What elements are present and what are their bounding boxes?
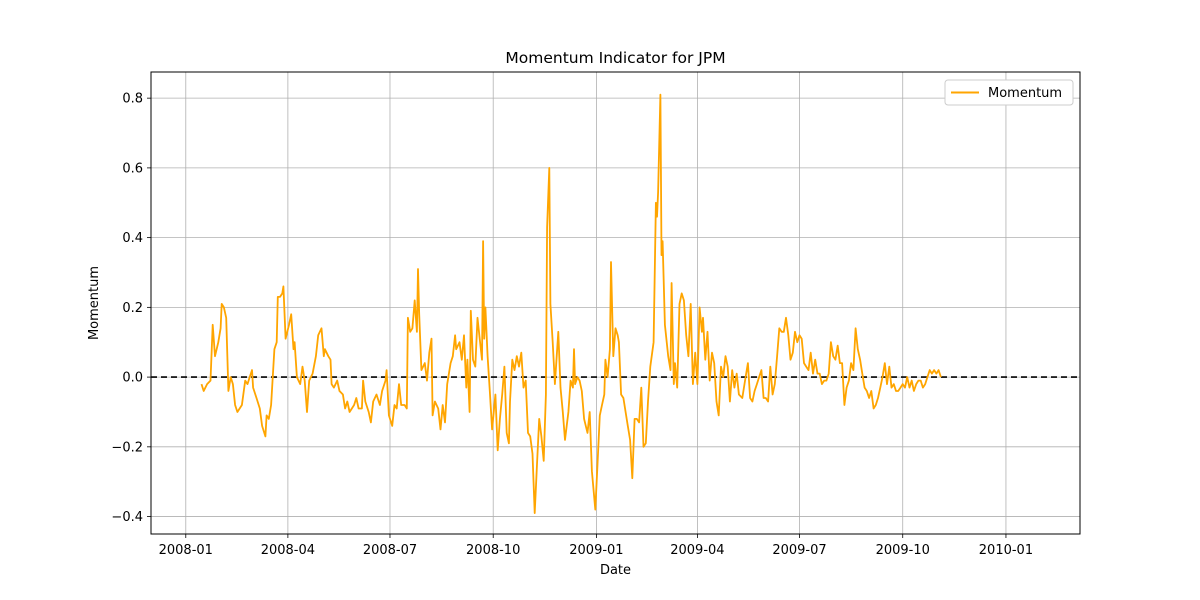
y-tick-label: −0.4 bbox=[111, 510, 143, 525]
y-tick-label: 0.0 bbox=[122, 371, 143, 386]
y-tick-label: 0.4 bbox=[122, 231, 143, 246]
chart-title: Momentum Indicator for JPM bbox=[505, 49, 725, 67]
series-layer bbox=[202, 95, 941, 513]
y-tick-label: 0.8 bbox=[122, 92, 143, 107]
x-tick-label: 2010-01 bbox=[979, 543, 1033, 558]
y-tick-label: −0.2 bbox=[111, 440, 143, 455]
axis-ticks: 2008-01 2008-04 2008-07 2008-10 2009-01 2009-… bbox=[111, 92, 1033, 558]
x-axis-title: Date bbox=[600, 563, 631, 578]
x-tick-label: 2009-10 bbox=[876, 543, 930, 558]
x-tick-label: 2009-07 bbox=[772, 543, 826, 558]
y-tick-label: 0.2 bbox=[122, 301, 143, 316]
x-tick-label: 2009-01 bbox=[569, 543, 623, 558]
y-tick-label: 0.6 bbox=[122, 161, 143, 176]
plot-frame bbox=[151, 72, 1080, 534]
x-tick-label: 2008-04 bbox=[261, 543, 315, 558]
x-tick-label: 2008-01 bbox=[159, 543, 213, 558]
series-line-momentum bbox=[202, 95, 941, 513]
x-tick-label: 2008-07 bbox=[363, 543, 417, 558]
grid bbox=[151, 72, 1080, 534]
legend-label-momentum: Momentum bbox=[988, 86, 1062, 101]
x-tick-label: 2008-10 bbox=[466, 543, 520, 558]
legend: Momentum bbox=[945, 80, 1073, 105]
y-axis-title: Momentum bbox=[87, 266, 102, 340]
x-tick-label: 2009-04 bbox=[670, 543, 724, 558]
